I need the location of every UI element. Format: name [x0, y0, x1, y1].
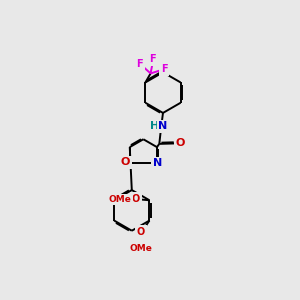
Text: HN: HN: [151, 121, 169, 131]
Text: O: O: [121, 158, 130, 167]
Text: O: O: [132, 194, 140, 204]
Text: O: O: [176, 138, 185, 148]
Text: H: H: [150, 121, 159, 131]
Text: N: N: [153, 158, 162, 168]
Text: F: F: [161, 64, 168, 74]
Text: O: O: [137, 227, 145, 237]
Text: F: F: [150, 54, 156, 64]
Text: OMe: OMe: [109, 195, 132, 204]
Text: F: F: [136, 59, 143, 69]
Text: N: N: [158, 121, 168, 131]
Text: OMe: OMe: [129, 244, 152, 253]
